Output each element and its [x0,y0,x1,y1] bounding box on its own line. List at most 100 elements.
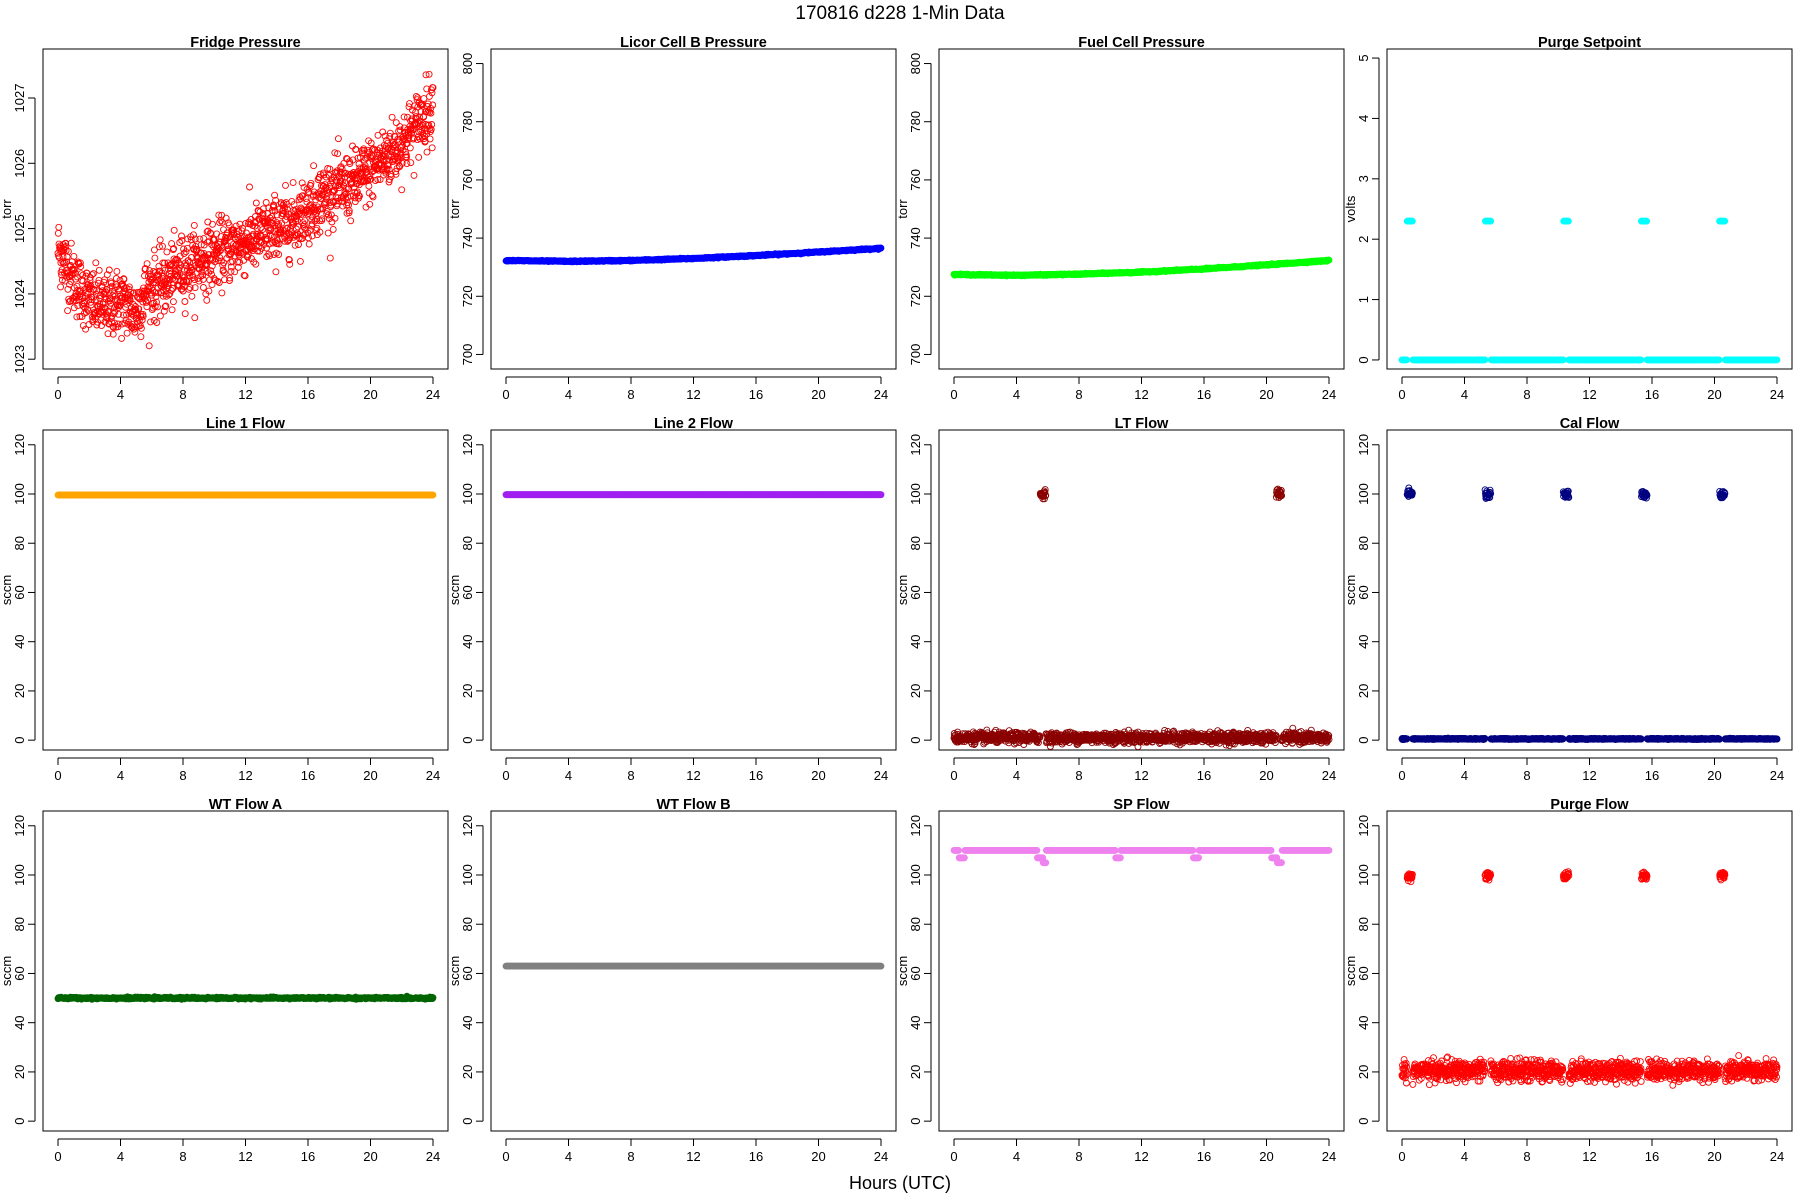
x-tick-label: 8 [1523,387,1530,402]
data-point [84,307,92,315]
data-point [71,266,79,274]
data-point [64,307,72,315]
data-point [186,258,194,266]
data-point [190,221,198,229]
data-point [407,159,415,167]
x-tick-label: 12 [1134,387,1148,402]
data-point [223,254,231,262]
data-point [334,135,342,143]
data-point [108,282,116,290]
x-tick-label: 0 [1398,387,1405,402]
data-series [502,491,885,499]
data-point [305,240,313,248]
data-point [220,269,228,277]
plot-frame [490,48,897,370]
x-tick-label: 0 [54,387,61,402]
data-point [144,296,152,304]
data-point [166,290,174,298]
data-point [65,295,73,303]
data-point [120,275,128,283]
data-point [208,281,216,289]
data-point [110,324,117,331]
data-point [1487,217,1495,225]
data-series [54,70,437,350]
data-point [92,290,100,298]
y-tick-label: 1025 [12,214,27,243]
data-point [428,144,436,152]
x-tick-label: 20 [1259,387,1273,402]
panel-title: Purge Setpoint [1538,35,1641,51]
data-point [1559,356,1567,364]
data-point [94,318,102,326]
data-point [156,236,164,244]
data-point [155,243,163,251]
data-point [60,246,68,254]
data-point [161,303,169,311]
x-tick-label: 24 [426,387,440,402]
y-tick-label: 740 [908,227,923,249]
data-point [191,276,199,284]
data-point [162,302,170,310]
data-point [55,223,63,231]
y-tick-label: 40 [460,634,475,648]
x-tick-label: 24 [874,768,888,783]
panel-title: Line 2 Flow [654,416,734,432]
data-point [174,271,182,279]
y-axis-label: volts [1343,195,1358,222]
data-point [211,258,219,266]
data-point [210,236,218,244]
data-point [135,305,143,313]
data-series [1398,217,1781,364]
data-point [168,306,176,314]
data-point [143,260,151,268]
y-tick-label: 5 [1356,54,1371,61]
data-point [190,231,197,239]
data-point [145,342,153,350]
y-axis-label: torr [895,199,910,219]
y-tick-label: 100 [460,483,475,505]
x-tick-label: 8 [1075,387,1082,402]
data-point [99,300,107,308]
data-point [188,266,196,274]
data-point [170,245,178,253]
data-point [199,275,207,283]
data-point [186,284,194,292]
data-point [195,277,203,285]
data-point [215,245,222,252]
data-point [150,246,158,254]
y-tick-label: 1026 [12,149,27,178]
data-point [137,333,145,341]
data-point [252,199,260,207]
x-tick-label: 12 [686,387,700,402]
data-point [197,241,205,249]
data-point [108,319,116,327]
data-point [64,285,72,293]
data-point [331,214,339,222]
y-tick-label: 780 [908,111,923,133]
data-point [200,249,208,257]
data-point [170,226,178,234]
panel-title: Line 1 Flow [206,416,286,432]
data-point [1565,217,1572,225]
x-tick-label: 12 [686,768,700,783]
data-point [1409,217,1416,225]
data-point [139,312,147,320]
data-point [147,318,154,326]
x-tick-label: 20 [811,768,825,783]
data-point [104,330,112,338]
data-point [216,247,224,255]
data-point [59,253,67,261]
data-point [205,251,213,259]
data-point [147,277,155,284]
data-point [114,320,122,328]
data-point [222,214,230,222]
data-point [111,319,118,327]
data-point [220,226,227,234]
data-point [95,266,103,274]
data-point [111,292,119,300]
data-point [326,254,334,262]
data-point [175,259,183,267]
